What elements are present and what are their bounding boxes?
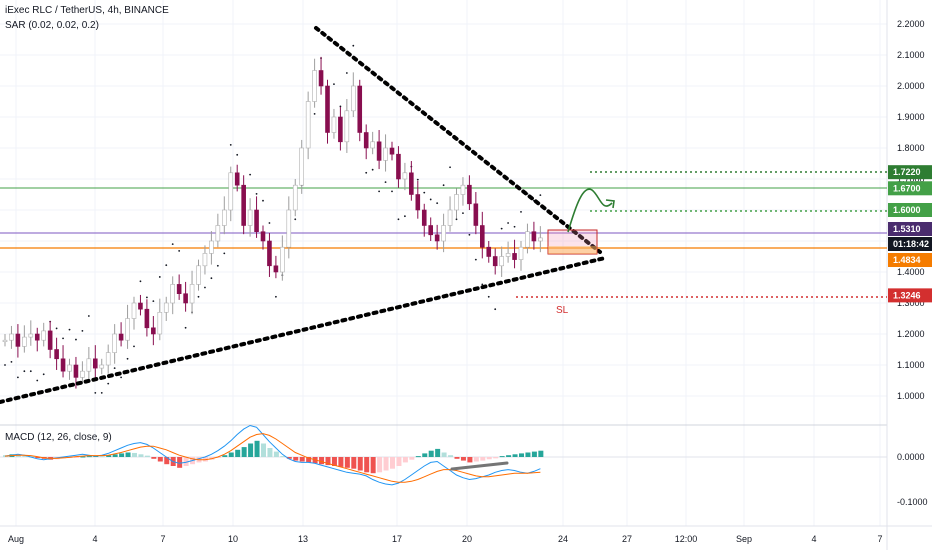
macd-indicator-title[interactable]: MACD (12, 26, close, 9): [5, 432, 112, 443]
time-tick-label: 10: [228, 534, 238, 544]
projection-arrow[interactable]: [567, 188, 613, 233]
price-label: 01:18:42: [888, 237, 932, 251]
macd-tick-label: -0.1000: [897, 497, 928, 507]
time-tick-label: 27: [622, 534, 632, 544]
time-tick-label: 7: [160, 534, 165, 544]
price-tick-label: 1.9000: [897, 112, 925, 122]
price-label-text: 1.4834: [893, 255, 921, 265]
symbol-title[interactable]: iExec RLC / TetherUS, 4h, BINANCE: [5, 5, 169, 16]
time-tick-label: 20: [462, 534, 472, 544]
price-label-text: 1.3246: [893, 290, 921, 300]
arrow-head-icon: [605, 199, 615, 209]
price-label: 1.6700: [888, 181, 932, 196]
time-tick-label: 4: [92, 534, 97, 544]
price-tick-label: 1.2000: [897, 329, 925, 339]
entry-zone-box[interactable]: [547, 229, 598, 255]
price-tick-label: 1.4000: [897, 267, 925, 277]
price-tick-label: 1.3000: [897, 298, 925, 308]
time-tick-label: 4: [811, 534, 816, 544]
price-label: 1.4834: [888, 253, 932, 267]
sar-indicator-title[interactable]: SAR (0.02, 0.02, 0.2): [5, 20, 99, 31]
time-axis[interactable]: Aug 4 7 10 13 17 20 24 27 12:00 Sep 4 7: [8, 534, 883, 544]
price-labels: 1.7220 1.6700 1.6000 1.5310 01:18:42 1.4834 1.…: [888, 165, 932, 303]
time-tick-label: 13: [298, 534, 308, 544]
candles: [2, 56, 543, 389]
macd-axis[interactable]: 0.0000 -0.1000: [897, 452, 928, 507]
price-tick-label: 1.1000: [897, 360, 925, 370]
grid: [0, 0, 887, 526]
price-label-text: 1.7220: [893, 167, 921, 177]
price-label: 1.7220: [888, 165, 932, 180]
price-tick-label: 1.0000: [897, 391, 925, 401]
ascending-trendline[interactable]: [0, 256, 607, 404]
price-tick-label: 1.8000: [897, 143, 925, 153]
price-label-text: 1.5310: [893, 224, 921, 234]
time-tick-label: 7: [877, 534, 882, 544]
price-label: 1.6000: [888, 203, 932, 217]
price-label: 1.3246: [888, 288, 932, 303]
price-label: 1.5310: [888, 222, 932, 236]
price-label-text: 01:18:42: [893, 239, 929, 249]
price-tick-label: 2.2000: [897, 19, 925, 29]
macd-histogram: [3, 440, 544, 474]
time-tick-label: Sep: [736, 534, 752, 544]
price-tick-label: 2.1000: [897, 50, 925, 60]
price-tick-label: 2.0000: [897, 81, 925, 91]
stop-loss-label: SL: [556, 305, 569, 316]
time-tick-label: 17: [392, 534, 402, 544]
price-label-text: 1.6700: [893, 183, 921, 193]
descending-trendline[interactable]: [314, 26, 602, 254]
macd-tick-label: 0.0000: [897, 452, 925, 462]
sar-dots: [4, 44, 542, 394]
time-tick-label: 12:00: [675, 534, 698, 544]
macd-trendline[interactable]: [450, 461, 509, 471]
entry-zone-orange: [548, 246, 597, 254]
time-tick-label: Aug: [8, 534, 24, 544]
price-label-text: 1.6000: [893, 205, 921, 215]
time-tick-label: 24: [558, 534, 568, 544]
